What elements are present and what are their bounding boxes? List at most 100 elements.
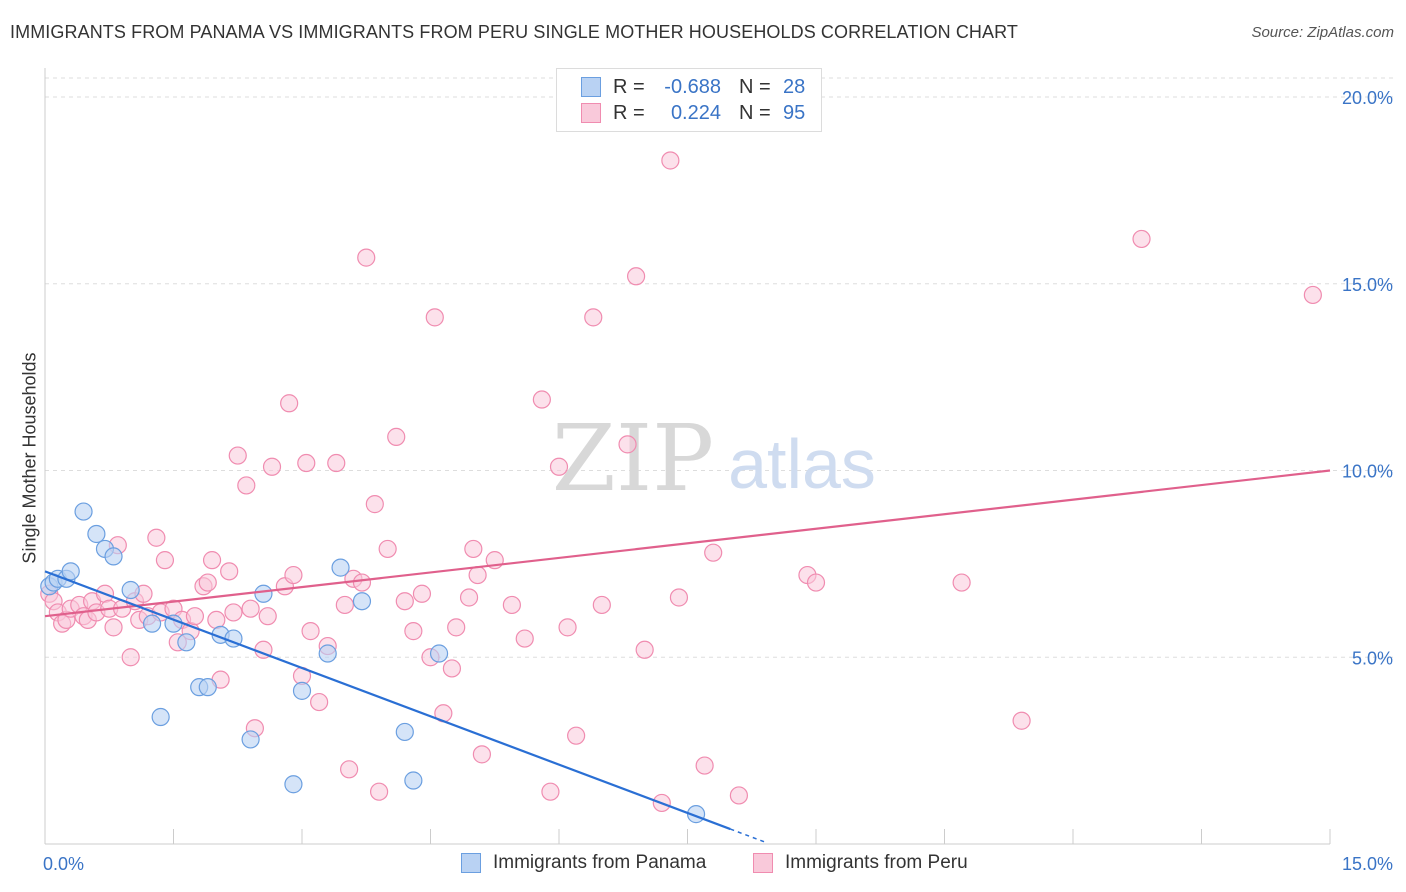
correlation-stats-box: R = -0.688 N = 28 R = 0.224 N = 95 [556, 68, 822, 132]
peru-point [558, 618, 577, 637]
gridlines [45, 77, 1395, 658]
peru-legend-label: Immigrants from Peru [785, 852, 968, 873]
stat-row-peru: R = 0.224 N = 95 [581, 101, 805, 125]
peru-point [301, 622, 320, 641]
legend-item-panama[interactable]: Immigrants from Panama [461, 852, 706, 874]
peru-point [442, 659, 462, 678]
panama-point [331, 558, 350, 577]
peru-point [280, 394, 299, 413]
peru-point [207, 610, 226, 630]
y-tick-label: 15.0% [1342, 275, 1393, 295]
panama-point [121, 580, 140, 600]
peru-point [262, 457, 282, 476]
peru-point [357, 248, 376, 267]
n-value-panama: 28 [783, 75, 806, 98]
legend-item-peru[interactable]: Immigrants from Peru [753, 852, 968, 874]
panama-point [254, 584, 273, 603]
peru-point [425, 308, 444, 327]
panama-legend-label: Immigrants from Panama [493, 852, 707, 873]
peru-point [395, 592, 414, 611]
peru-point [202, 551, 222, 570]
source-label: Source: ZipAtlas.com [1251, 24, 1394, 41]
n-label: N = [739, 101, 771, 124]
peru-point [618, 435, 637, 454]
peru-point [412, 584, 432, 603]
peru-point [352, 573, 372, 592]
y-tick-label: 20.0% [1342, 88, 1393, 108]
peru-point [365, 495, 384, 514]
peru-point [387, 427, 406, 446]
peru-point [258, 607, 277, 626]
peru-point [952, 573, 971, 592]
y-tick-label: 5.0% [1352, 648, 1393, 668]
panama-trend-line [44, 570, 731, 831]
panama-point [142, 614, 162, 633]
panama-point [74, 502, 93, 521]
n-label: N = [739, 75, 771, 98]
peru-legend-swatch [753, 853, 773, 873]
panama-trend-extension [730, 828, 765, 843]
peru-point [378, 539, 397, 559]
peru-point [284, 565, 303, 585]
panama-legend-swatch [461, 853, 481, 873]
peru-point [1012, 711, 1031, 730]
peru-point [340, 760, 359, 779]
peru-point [335, 595, 354, 615]
y-axis-label: Single Mother Households [19, 352, 40, 564]
peru-point [237, 476, 256, 495]
peru-point [370, 782, 389, 801]
peru-point [468, 565, 487, 585]
panama-points [40, 502, 706, 824]
peru-point [669, 588, 689, 607]
peru-point [228, 446, 247, 465]
tick-labels: 5.0% 10.0% 15.0% 20.0% 0.0% 15.0% [43, 88, 1393, 874]
panama-swatch [581, 77, 601, 97]
stat-row-panama: R = -0.688 N = 28 [581, 75, 805, 99]
peru-point [220, 562, 239, 581]
peru-point [327, 453, 346, 473]
peru-point [447, 618, 466, 637]
axes [44, 68, 1331, 845]
r-label: R = [613, 101, 645, 124]
panama-point [104, 547, 123, 566]
peru-point [532, 390, 551, 409]
peru-point [661, 151, 680, 170]
peru-point [626, 267, 646, 286]
peru-point [502, 595, 521, 615]
panama-point [241, 730, 260, 749]
peru-point [224, 603, 243, 622]
peru-point [104, 618, 123, 637]
peru-point [404, 622, 423, 641]
watermark-zip: ZIP [552, 405, 714, 512]
panama-point [87, 524, 106, 544]
peru-point [297, 453, 316, 473]
peru-point [1132, 229, 1151, 249]
peru-point [704, 543, 723, 562]
peru-point [515, 629, 534, 648]
peru-point [472, 745, 491, 764]
peru-point [310, 692, 329, 712]
peru-point [635, 640, 654, 659]
peru-point [806, 573, 826, 592]
panama-point [404, 771, 423, 790]
panama-point [395, 722, 414, 742]
r-value-panama: -0.688 [664, 75, 721, 98]
watermark-atlas: atlas [728, 425, 876, 503]
peru-point [541, 782, 560, 801]
chart-title: IMMIGRANTS FROM PANAMA VS IMMIGRANTS FRO… [10, 22, 1018, 42]
panama-point [352, 592, 372, 611]
peru-point [464, 539, 483, 559]
peru-point [155, 551, 175, 570]
panama-point [284, 775, 303, 794]
x-tick-label: 15.0% [1342, 854, 1393, 874]
peru-trend-line [44, 469, 1331, 618]
x-tick-label: 0.0% [43, 854, 84, 874]
r-label: R = [613, 75, 645, 98]
peru-swatch [581, 103, 601, 123]
panama-point [61, 562, 80, 581]
panama-point [198, 678, 217, 697]
peru-point [198, 573, 217, 592]
peru-point [185, 607, 205, 626]
peru-point [567, 726, 586, 745]
